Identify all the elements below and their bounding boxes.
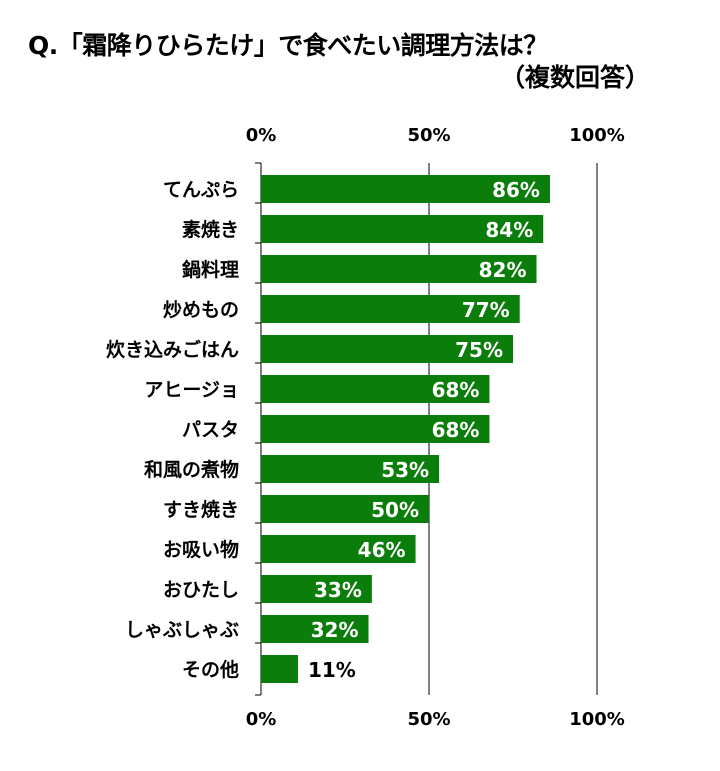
- bar: [261, 175, 550, 203]
- data-label: 86%: [492, 178, 540, 202]
- data-label: 33%: [314, 578, 362, 602]
- data-label: 68%: [432, 418, 480, 442]
- x-tick-label-bottom: 50%: [407, 709, 450, 730]
- category-label: お吸い物: [163, 538, 239, 561]
- category-label: てんぷら: [163, 179, 239, 201]
- bar: [261, 455, 440, 483]
- x-tick-label-top: 50%: [407, 125, 450, 146]
- x-tick-label-top: 100%: [569, 125, 625, 146]
- x-tick-label-bottom: 100%: [569, 709, 625, 730]
- category-label: その他: [182, 658, 239, 681]
- bar: [261, 495, 429, 523]
- bar: [261, 535, 416, 563]
- bar: [261, 655, 298, 683]
- bar: [261, 335, 513, 363]
- bar: [261, 215, 544, 243]
- x-tick-label-bottom: 0%: [246, 709, 277, 730]
- category-label: 和風の煮物: [144, 458, 239, 481]
- category-label: 鍋料理: [182, 258, 239, 281]
- category-label: 炊き込みごはん: [106, 338, 239, 361]
- category-label: おひたし: [163, 579, 239, 601]
- data-label: 11%: [308, 658, 356, 682]
- bar: [261, 295, 520, 323]
- category-label: 炒めもの: [163, 299, 239, 321]
- category-label: 素焼き: [182, 218, 239, 241]
- data-label: 75%: [455, 338, 503, 362]
- chart-subtitle: （複数回答）: [499, 63, 650, 92]
- data-label: 50%: [371, 498, 419, 522]
- data-label: 77%: [462, 298, 510, 322]
- data-label: 46%: [358, 538, 406, 562]
- category-label: しゃぶしゃぶ: [125, 619, 239, 641]
- bar: [261, 575, 372, 603]
- bar: [261, 615, 369, 643]
- data-label: 68%: [432, 378, 480, 402]
- x-tick-label-top: 0%: [246, 125, 277, 146]
- category-label: パスタ: [182, 419, 239, 441]
- bar: [261, 255, 537, 283]
- category-label: すき焼き: [163, 498, 239, 521]
- data-label: 32%: [311, 618, 359, 642]
- data-label: 84%: [485, 218, 533, 242]
- bar: [261, 375, 490, 403]
- data-label: 82%: [479, 258, 527, 282]
- chart-title: Q.「霜降りひらたけ」で食べたい調理方法は？: [28, 31, 548, 60]
- bar: [261, 415, 490, 443]
- category-label: アヒージョ: [144, 379, 239, 401]
- data-label: 53%: [381, 458, 429, 482]
